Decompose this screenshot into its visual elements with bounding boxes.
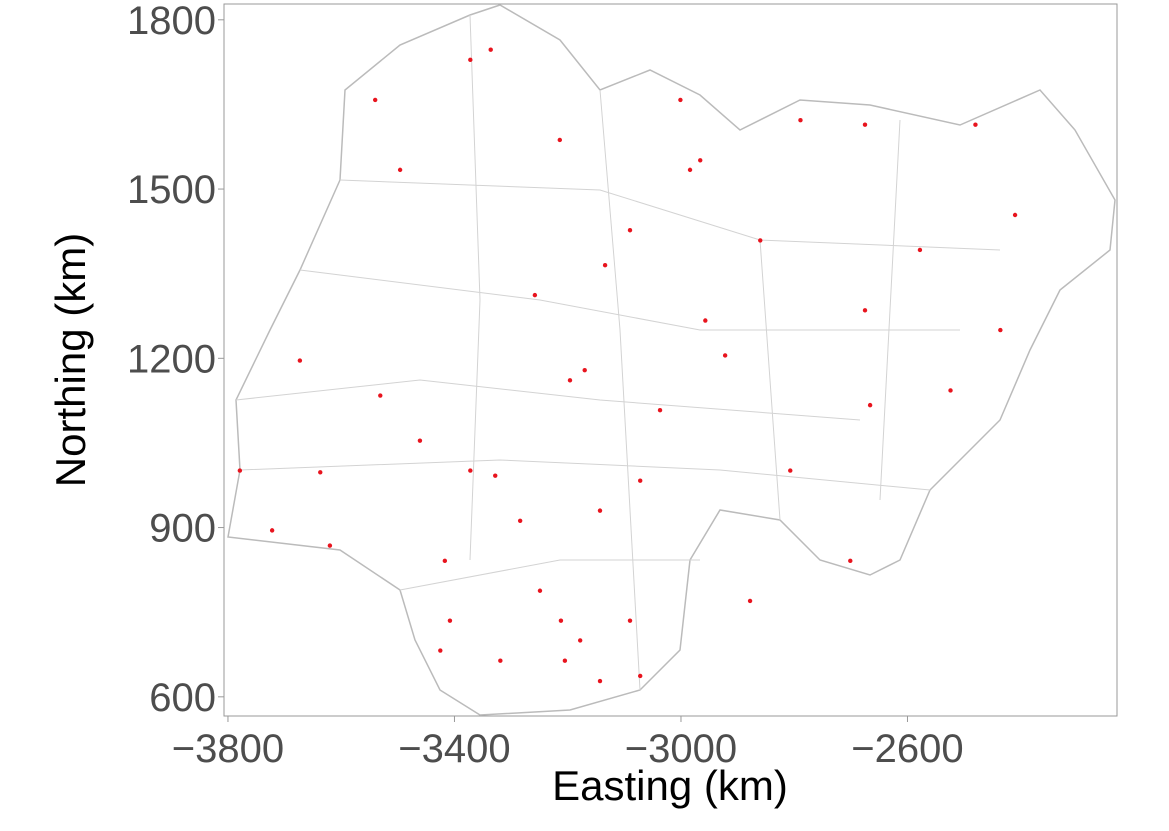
data-point: [597, 678, 603, 684]
data-point: [848, 558, 853, 564]
data-point: [372, 97, 378, 103]
data-point: [577, 638, 583, 643]
data-point: [862, 122, 868, 127]
data-point: [627, 618, 633, 623]
region-borders: [235, 14, 1001, 691]
data-point: [562, 658, 568, 663]
y-tick-label: 1200: [127, 337, 216, 381]
data-point: [498, 658, 503, 663]
data-point: [602, 263, 608, 268]
data-point: [758, 238, 763, 243]
data-point: [657, 408, 663, 413]
data-point: [537, 588, 543, 593]
data-point: [703, 318, 708, 323]
data-point: [269, 528, 275, 533]
x-tick-label: −3800: [172, 727, 284, 771]
map-outline: [227, 4, 1116, 716]
data-point: [917, 247, 923, 253]
data-point: [493, 473, 498, 478]
y-tick-label: 1800: [127, 0, 216, 43]
data-point: [948, 388, 953, 393]
data-point: [447, 618, 453, 623]
data-point: [862, 308, 868, 313]
data-point: [468, 57, 473, 63]
y-tick-label: 900: [149, 507, 216, 551]
data-point: [998, 327, 1003, 333]
data-point: [627, 228, 633, 233]
y-tick-label: 600: [149, 676, 216, 720]
data-point: [698, 158, 703, 163]
data-point: [558, 618, 564, 623]
data-point: [318, 470, 323, 475]
data-point: [532, 292, 538, 298]
data-point: [517, 518, 523, 523]
plot-panel: [223, 3, 1118, 717]
data-point: [867, 402, 873, 408]
data-point: [1012, 212, 1018, 218]
data-point: [438, 648, 443, 653]
data-point: [557, 137, 562, 143]
data-point: [638, 673, 643, 679]
x-tick-label: −3400: [398, 727, 510, 771]
data-point: [378, 393, 383, 398]
data-point: [638, 478, 643, 483]
data-point: [973, 122, 978, 127]
data-point: [678, 97, 683, 103]
data-point: [567, 378, 573, 383]
data-point: [488, 47, 493, 52]
data-point: [442, 558, 448, 564]
data-point: [468, 468, 473, 473]
data-point: [687, 167, 693, 173]
data-point: [297, 358, 303, 363]
x-axis-title: Easting (km): [552, 762, 788, 809]
data-point: [722, 353, 728, 358]
x-tick-label: −2600: [851, 727, 963, 771]
data-point: [417, 438, 423, 443]
data-point: [597, 508, 603, 513]
y-tick-label: 1500: [127, 168, 216, 212]
data-point: [747, 598, 753, 604]
data-point: [788, 468, 793, 473]
data-point: [327, 543, 333, 548]
data-point: [798, 118, 803, 123]
data-point: [397, 167, 403, 173]
y-axis-title: Northing (km): [47, 233, 94, 487]
data-point: [237, 468, 243, 473]
data-point: [582, 367, 587, 373]
x-tick-label: −3000: [625, 727, 737, 771]
